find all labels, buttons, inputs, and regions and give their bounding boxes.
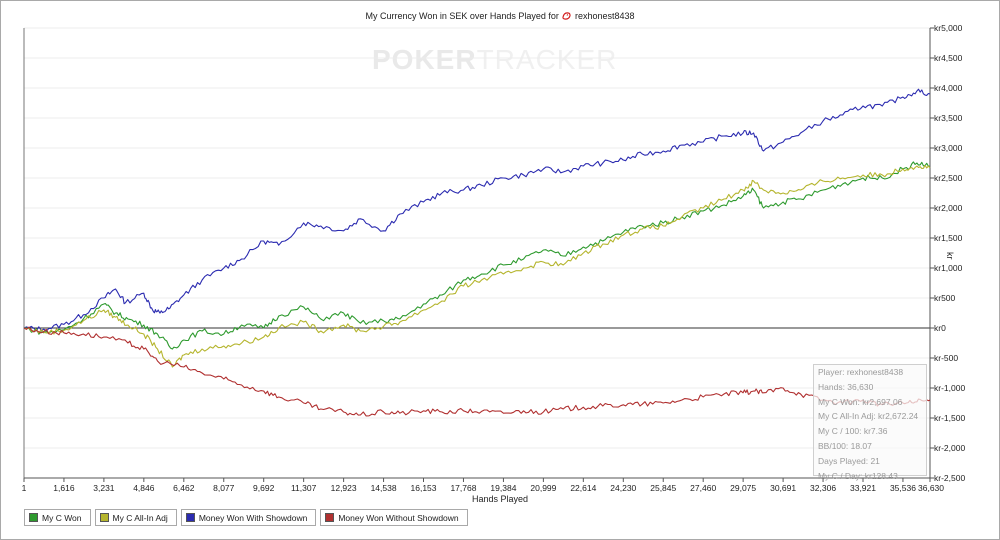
legend-swatch bbox=[29, 513, 38, 522]
y-tick-label: kr0 bbox=[934, 323, 946, 333]
x-tick-label: 14,538 bbox=[371, 483, 397, 493]
tooltip-line: My C Won: kr2,697.06 bbox=[818, 396, 903, 407]
legend-label: Money Won With Showdown bbox=[198, 512, 308, 523]
tooltip-line: Player: rexhonest8438 bbox=[818, 367, 904, 377]
legend-item-all-in-adj[interactable]: My C All-In Adj bbox=[94, 509, 177, 526]
x-tick-label: 24,230 bbox=[610, 483, 636, 493]
chart-title-text: My Currency Won in SEK over Hands Played… bbox=[365, 11, 559, 21]
tooltip-line: BB/100: 18.07 bbox=[818, 440, 872, 451]
legend-label: My C All-In Adj bbox=[112, 512, 168, 523]
y-tick-label: kr3,500 bbox=[934, 113, 963, 123]
x-tick-labels: 1 1,616 3,231 4,846 6,462 8,077 9,692 11,307 12,… bbox=[22, 483, 945, 493]
tooltip-line: My C / 100: kr7.36 bbox=[818, 426, 888, 437]
y-tick-label: kr3,000 bbox=[934, 143, 963, 153]
y-tick-label: kr4,500 bbox=[934, 53, 963, 63]
legend-item-without-showdown[interactable]: Money Won Without Showdown bbox=[320, 509, 468, 526]
grid-lines bbox=[24, 27, 930, 479]
y-tick-label: kr-2,500 bbox=[934, 473, 965, 483]
axes bbox=[23, 27, 934, 482]
x-tick-label: 8,077 bbox=[213, 483, 235, 493]
x-tick-label: 33,921 bbox=[850, 483, 876, 493]
x-tick-label: 3,231 bbox=[93, 483, 115, 493]
series-line-1 bbox=[23, 88, 931, 332]
y-tick-label: kr5,000 bbox=[934, 23, 963, 33]
pokertracker-watermark: POKERTRACKER bbox=[372, 44, 618, 75]
series-lines bbox=[23, 88, 931, 417]
legend-item-with-showdown[interactable]: Money Won With Showdown bbox=[180, 509, 317, 526]
x-tick-label: 19,384 bbox=[490, 483, 516, 493]
x-tick-label: 16,153 bbox=[411, 483, 437, 493]
x-tick-label: 17,768 bbox=[450, 483, 476, 493]
x-tick-label: 32,306 bbox=[810, 483, 836, 493]
x-tick-label: 1 bbox=[22, 483, 27, 493]
y-tick-labels: kr5,000 kr4,500 kr4,000 kr3,500 kr3,000 kr2,5… bbox=[934, 23, 965, 483]
stats-tooltip: Player: rexhonest8438 Hands: 36,630 My C… bbox=[813, 364, 927, 481]
y-tick-label: kr-1,000 bbox=[934, 383, 965, 393]
series-line-2 bbox=[23, 161, 930, 350]
y-tick-label: kr500 bbox=[934, 293, 956, 303]
legend-swatch bbox=[99, 513, 109, 522]
x-tick-label: 11,307 bbox=[291, 483, 317, 493]
legend-item-my-c-won[interactable]: My C Won bbox=[24, 509, 91, 526]
x-tick-label: 25,845 bbox=[650, 483, 676, 493]
series-line-4 bbox=[23, 326, 931, 417]
pokerstars-logo-icon bbox=[562, 12, 572, 20]
chart-title: My Currency Won in SEK over Hands Played… bbox=[0, 11, 1000, 21]
y-tick-label: kr2,000 bbox=[934, 203, 963, 213]
legend-label: Money Won Without Showdown bbox=[338, 512, 459, 523]
x-tick-label: 30,691 bbox=[770, 483, 796, 493]
x-tick-label: 1,616 bbox=[53, 483, 75, 493]
chart-title-player: rexhonest8438 bbox=[574, 11, 635, 21]
y-tick-label: kr-1,500 bbox=[934, 413, 965, 423]
x-tick-label: 9,692 bbox=[253, 483, 275, 493]
tooltip-line: Hands: 36,630 bbox=[818, 381, 874, 392]
legend-label: My C Won bbox=[42, 512, 82, 523]
tooltip-line: My C / Day: kr128.43 bbox=[818, 470, 898, 481]
x-tick-label: 35,536 bbox=[890, 483, 916, 493]
x-tick-label: 4,846 bbox=[133, 483, 155, 493]
legend-swatch bbox=[185, 513, 195, 522]
tooltip-line: Days Played: 21 bbox=[818, 455, 880, 466]
x-tick-label: 6,462 bbox=[173, 483, 195, 493]
y-tick-label: kr1,500 bbox=[934, 233, 963, 243]
x-tick-label: 20,999 bbox=[530, 483, 556, 493]
legend: My C Won My C All-In Adj Money Won With … bbox=[24, 509, 468, 526]
y-tick-label: kr4,000 bbox=[934, 83, 963, 93]
series-line-3 bbox=[23, 164, 931, 368]
x-tick-label: 29,075 bbox=[730, 483, 756, 493]
legend-swatch bbox=[325, 513, 335, 522]
x-tick-label: 27,460 bbox=[690, 483, 716, 493]
x-tick-label: 22,614 bbox=[570, 483, 596, 493]
y-tick-label: kr-2,000 bbox=[934, 443, 965, 453]
y-axis-label: kr bbox=[945, 252, 955, 260]
y-tick-label: kr1,000 bbox=[934, 263, 963, 273]
y-tick-label: kr2,500 bbox=[934, 173, 963, 183]
x-tick-label: 12,923 bbox=[331, 483, 357, 493]
x-axis-label: Hands Played bbox=[471, 494, 529, 504]
x-tick-label: 36,630 bbox=[918, 483, 944, 493]
y-tick-label: kr-500 bbox=[934, 353, 958, 363]
tooltip-line: My C All-In Adj: kr2,672.24 bbox=[818, 411, 919, 422]
